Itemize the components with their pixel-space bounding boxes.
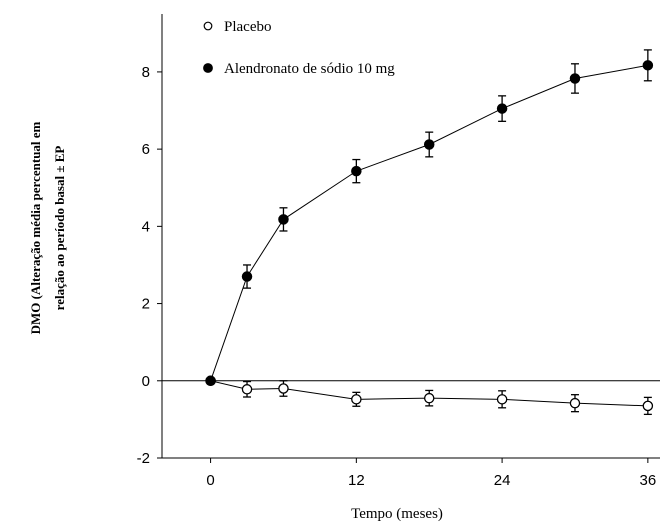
x-tick-label: 36 [640,472,657,489]
y-tick-label: 0 [142,373,150,390]
data-point [205,375,216,387]
x-tick-label: 0 [206,472,214,489]
legend-marker-filled [203,63,213,73]
y-tick-label: 6 [142,141,150,158]
x-tick-label: 24 [494,472,511,489]
data-point [241,271,253,282]
series-line [210,380,648,407]
y-tick-label: 4 [142,218,150,235]
legend-marker-open [203,21,213,31]
series-alendronato [205,49,654,387]
data-point [569,73,581,84]
data-point [569,397,581,409]
legend-label: Alendronato de sódio 10 mg [224,61,395,77]
x-tick-label: 12 [348,472,365,489]
data-point [496,394,508,405]
y-axis-title-line-2: relação ao período basal ± EP [52,146,67,311]
y-tick-label: 8 [142,64,150,81]
data-point [642,60,654,71]
data-point [642,400,654,412]
data-point [496,103,508,114]
legend: Placebo Alendronato de sódio 10 mg [203,19,395,77]
data-point [351,165,362,177]
series-line [210,64,648,381]
data-point [278,214,289,225]
data-point [351,394,362,405]
data-point [241,384,253,395]
data-point [423,392,435,404]
series-layer [205,49,654,416]
legend-label: Placebo [224,19,271,35]
x-axis-title: Tempo (meses) [351,506,443,522]
series-placebo [205,375,654,416]
y-tick-label: 2 [142,296,150,313]
y-axis-title: DMO (Alteração média percentual em relaç… [28,121,67,334]
y-axis-title-line-1: DMO (Alteração média percentual em [28,121,43,334]
data-point [278,383,289,394]
y-tick-label: -2 [137,450,150,467]
data-point [423,139,435,150]
